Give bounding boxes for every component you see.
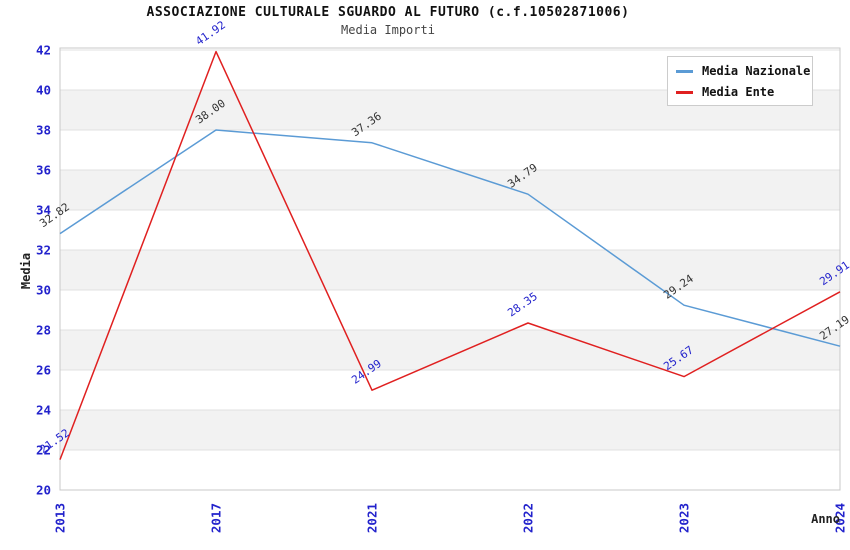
- y-tick-label: 30: [36, 283, 51, 298]
- chart-subtitle: Media Importi: [341, 23, 435, 37]
- data-label: 41.92: [193, 18, 228, 48]
- y-tick-label: 36: [36, 163, 51, 178]
- y-tick-label: 42: [36, 43, 51, 58]
- x-axis-title: Anno: [811, 512, 840, 526]
- y-tick-label: 40: [36, 83, 51, 98]
- y-tick-label: 26: [36, 363, 51, 378]
- plot-band: [60, 410, 840, 450]
- x-tick-label: 2023: [677, 503, 692, 533]
- plot-band: [60, 170, 840, 210]
- chart-header: ASSOCIAZIONE CULTURALE SGUARDO AL FUTURO…: [0, 5, 776, 37]
- y-tick-label: 22: [36, 443, 51, 458]
- series-line-media-nazionale: [59, 129, 841, 347]
- legend-swatch-ente-icon: [676, 90, 693, 94]
- series-line-media-ente: [59, 50, 841, 460]
- y-tick-label: 38: [36, 123, 51, 138]
- y-axis-title: Media: [19, 252, 33, 290]
- legend-label-media-ente: Media Ente: [702, 85, 775, 99]
- y-tick-label: 34: [36, 203, 51, 218]
- x-tick-label: 2021: [365, 503, 380, 533]
- y-tick-label: 20: [36, 483, 51, 498]
- legend-item-media-ente: Media Ente: [676, 85, 804, 99]
- legend: Media Nazionale Media Ente: [667, 56, 813, 106]
- x-tick-label: 2013: [53, 503, 68, 533]
- y-tick-label: 24: [36, 403, 51, 418]
- legend-swatch-nazionale-icon: [676, 69, 693, 73]
- legend-label-media-nazionale: Media Nazionale: [702, 64, 811, 78]
- plot-border: [59, 47, 841, 491]
- y-tick-label: 28: [36, 323, 51, 338]
- x-tick-label: 2022: [521, 503, 536, 533]
- data-label: 28.35: [505, 290, 540, 320]
- legend-item-media-nazionale: Media Nazionale: [676, 64, 810, 78]
- plot-band: [60, 250, 840, 290]
- y-tick-label: 32: [36, 243, 51, 258]
- plot-band: [60, 330, 840, 370]
- chart-title: ASSOCIAZIONE CULTURALE SGUARDO AL FUTURO…: [146, 5, 630, 20]
- x-tick-label: 2017: [209, 503, 224, 533]
- x-tick-label: 2024: [833, 503, 848, 533]
